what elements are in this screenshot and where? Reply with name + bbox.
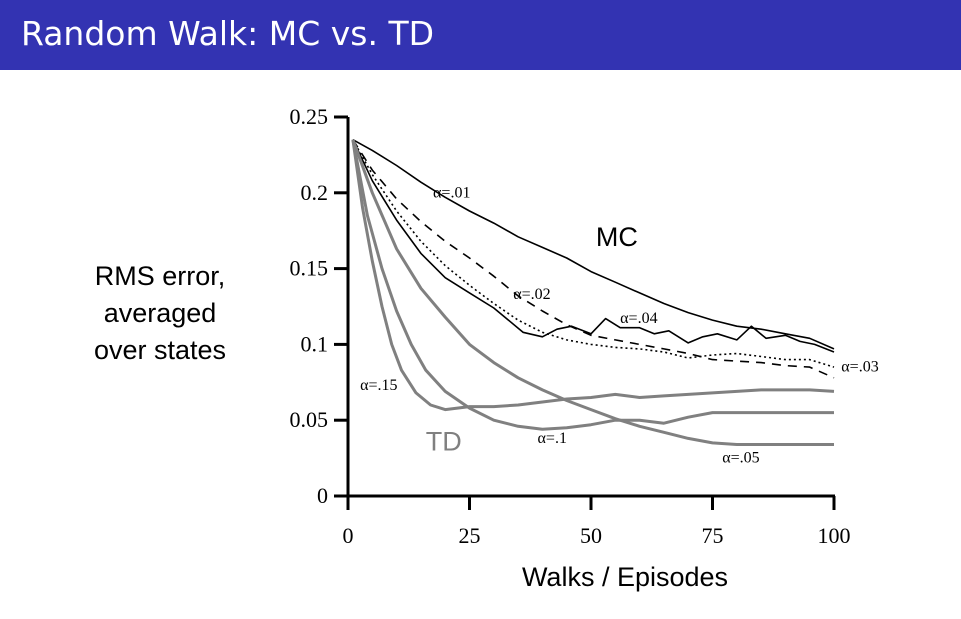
series-line-mc-02: [352, 139, 835, 379]
series-line-mc-03: [352, 139, 835, 368]
y-tick-label: 0.05: [290, 407, 329, 432]
y-tick-label: 0: [317, 483, 328, 508]
curve-label: α=.03: [841, 359, 878, 376]
group-label-mc: MC: [596, 222, 638, 252]
series-line-td-05: [351, 139, 834, 446]
series-line-td-15: [351, 139, 835, 412]
x-tick-label: 25: [459, 523, 481, 548]
curve-label: α=.1: [538, 430, 567, 447]
series-line-mc-04: [352, 139, 835, 353]
y-axis-label-line: averaged: [103, 298, 217, 328]
curve-label: α=.02: [513, 286, 550, 303]
x-tick-label: 50: [580, 523, 602, 548]
series-layer: [351, 138, 835, 446]
series-line-td-1: [351, 139, 834, 431]
axes-layer: 0 0.05 0.1 0.15 0.2 0.25 0 25 50 75 100: [290, 104, 851, 548]
y-axis-label-line: RMS error,: [94, 261, 226, 291]
slide-title-bar: Random Walk: MC vs. TD: [0, 0, 961, 70]
curve-label: α=.01: [433, 184, 470, 201]
y-axis-label-line: over states: [93, 335, 227, 365]
y-tick-label: 0.1: [301, 331, 329, 356]
y-tick-label: 0.15: [290, 256, 329, 281]
y-axis-label: RMS error, averaged over states: [60, 258, 260, 369]
curve-label: α=.15: [360, 377, 397, 394]
labels-layer: α=.01 α=.02 α=.03 α=.04 α=.05 α=.1 α=.15 MC TD: [360, 184, 879, 466]
y-tick-label: 0.2: [301, 180, 329, 205]
group-label-td: TD: [426, 427, 462, 457]
x-tick-label: 75: [702, 523, 724, 548]
curve-label: α=.04: [620, 310, 657, 327]
curve-label: α=.05: [722, 450, 759, 467]
x-tick-label: 0: [343, 523, 354, 548]
slide-title: Random Walk: MC vs. TD: [21, 14, 435, 53]
x-tick-label: 100: [818, 523, 851, 548]
y-tick-label: 0.25: [290, 104, 329, 129]
series-line-mc-01: [352, 138, 835, 350]
x-axis-label: Walks / Episodes: [522, 562, 728, 592]
